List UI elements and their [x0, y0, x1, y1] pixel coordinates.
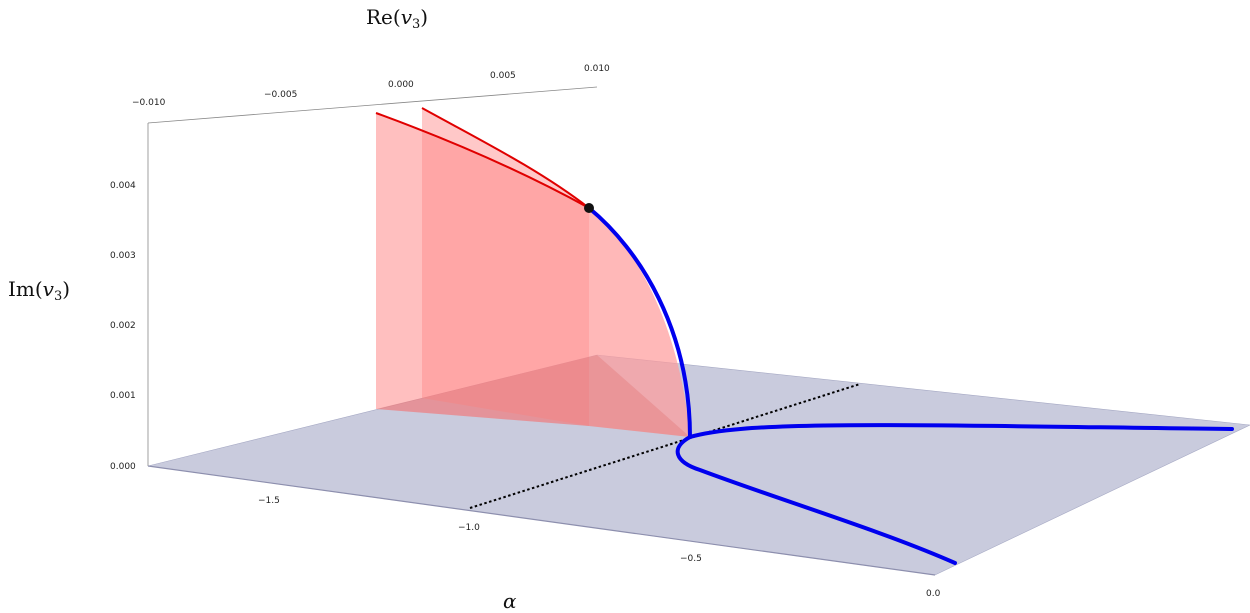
blue-curve-arc: [587, 206, 692, 439]
red-floor: [376, 355, 690, 437]
dotted-line: [469, 383, 861, 509]
axis-label-re: Re(v3): [366, 5, 428, 32]
axis-label-re-suffix: ): [420, 5, 428, 29]
tick-x-0: −1.5: [258, 496, 280, 506]
tick-x-3: 0.0: [926, 589, 941, 599]
red-curve-2: [421, 107, 590, 209]
tick-z-3: 0.003: [110, 251, 136, 261]
axis-label-re-prefix: Re(: [366, 5, 401, 29]
axis-label-im: Im(v3): [8, 277, 70, 304]
axis-label-re-var: v: [401, 5, 413, 29]
red-wall-front: [376, 113, 589, 426]
axis-label-im-suffix: ): [62, 277, 70, 301]
tick-y-1: −0.005: [264, 90, 297, 100]
critical-point: [584, 203, 594, 213]
axis-label-im-prefix: Im(: [8, 277, 43, 301]
tick-x-2: −0.5: [680, 554, 702, 564]
tick-y-0: −0.010: [132, 98, 166, 108]
tick-z-2: 0.002: [110, 321, 136, 331]
axis-label-im-sub: 3: [54, 289, 62, 304]
tick-z-4: 0.004: [110, 181, 136, 191]
tick-x-1: −1.0: [458, 523, 480, 533]
front-edge: [147, 465, 936, 576]
axis-label-re-sub: 3: [412, 17, 420, 32]
blue-curve-upper: [688, 423, 1234, 439]
tick-z-0: 0.000: [110, 462, 136, 472]
axis-label-alpha: α: [503, 589, 517, 613]
blue-curve-lower: [675, 435, 957, 565]
tick-z-1: 0.001: [110, 391, 136, 401]
back-frame-top: [147, 86, 598, 124]
tick-y-2: 0.000: [388, 80, 414, 90]
tick-y-3: 0.005: [490, 71, 516, 81]
tick-y-4: 0.010: [584, 64, 610, 74]
red-surface-right: [589, 208, 690, 437]
red-curve-1: [375, 112, 590, 209]
axis-label-im-var: v: [43, 277, 55, 301]
